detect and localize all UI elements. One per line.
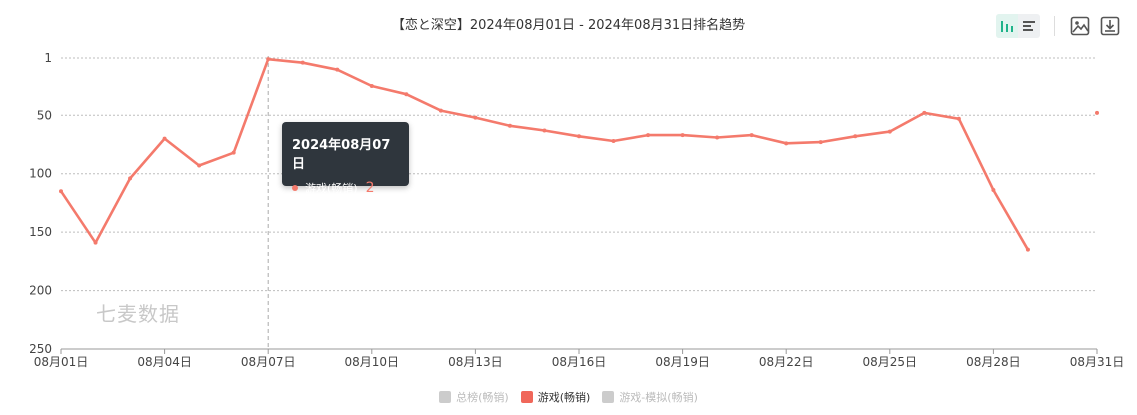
data-point xyxy=(715,135,720,140)
y-tick-label: 250 xyxy=(29,342,52,356)
legend-item[interactable]: 游戏-模拟(畅销) xyxy=(602,389,698,405)
data-point xyxy=(128,176,133,181)
data-point xyxy=(542,128,547,133)
y-tick-label: 1 xyxy=(44,51,52,65)
x-tick-label: 08月16日 xyxy=(552,355,607,369)
data-point xyxy=(404,92,409,97)
legend-label: 游戏(畅销) xyxy=(537,391,591,404)
data-point xyxy=(577,134,581,139)
chart-tooltip: 2024年08月07日 游戏(畅销) 2 xyxy=(282,122,409,196)
x-tick-label: 08月19日 xyxy=(655,355,710,369)
data-point xyxy=(335,67,340,72)
data-point xyxy=(956,116,961,121)
data-point xyxy=(991,188,996,193)
data-point xyxy=(197,163,202,168)
data-point xyxy=(1095,110,1099,115)
data-point xyxy=(507,123,512,128)
legend-swatch xyxy=(602,391,615,403)
data-point xyxy=(162,136,167,141)
data-point xyxy=(300,60,305,65)
data-point xyxy=(266,57,271,62)
series-line xyxy=(61,59,1097,250)
chart-toolbar xyxy=(996,14,1121,38)
data-point xyxy=(59,189,63,194)
tooltip-date: 2024年08月07日 xyxy=(292,138,391,172)
chart-type-toggle xyxy=(996,14,1040,38)
legend-item[interactable]: 总榜(畅销) xyxy=(439,389,509,405)
y-tick-label: 200 xyxy=(29,284,52,298)
toolbar-divider xyxy=(1054,16,1055,36)
legend-label: 总榜(畅销) xyxy=(456,391,509,404)
data-point xyxy=(818,140,823,145)
y-tick-label: 50 xyxy=(37,108,52,122)
x-tick-label: 08月10日 xyxy=(345,355,400,369)
data-point xyxy=(93,240,98,245)
data-point xyxy=(369,84,374,89)
x-tick-label: 08月04日 xyxy=(137,355,192,369)
x-tick-label: 08月01日 xyxy=(34,355,89,369)
x-tick-label: 08月31日 xyxy=(1070,355,1125,369)
tooltip-series-name: 游戏(畅销) xyxy=(305,182,358,195)
x-tick-label: 08月07日 xyxy=(241,355,296,369)
save-image-icon[interactable] xyxy=(1069,15,1091,37)
data-point xyxy=(853,134,858,139)
data-point xyxy=(438,108,443,113)
tooltip-value: 2 xyxy=(365,180,375,196)
watermark: 七麦数据 xyxy=(96,302,180,326)
x-tick-label: 08月13日 xyxy=(448,355,503,369)
download-icon[interactable] xyxy=(1099,15,1121,37)
chart-legend: 总榜(畅销) 游戏(畅销) 游戏-模拟(畅销) xyxy=(0,389,1137,405)
data-point xyxy=(611,138,616,143)
x-tick-label: 08月28日 xyxy=(966,355,1021,369)
y-tick-label: 150 xyxy=(29,225,52,239)
x-tick-label: 08月25日 xyxy=(863,355,918,369)
chart-title: 【恋と深空】2024年08月01日 - 2024年08月31日排名趋势 xyxy=(391,18,746,33)
data-point xyxy=(749,133,754,138)
data-point xyxy=(646,133,651,138)
data-point xyxy=(1025,247,1030,252)
data-point xyxy=(887,129,892,134)
legend-label: 游戏-模拟(畅销) xyxy=(619,391,698,404)
x-tick-label: 08月22日 xyxy=(759,355,814,369)
y-tick-label: 100 xyxy=(29,167,52,181)
tooltip-series-dot xyxy=(292,185,298,191)
bar-chart-icon[interactable] xyxy=(996,14,1018,38)
legend-swatch xyxy=(439,391,452,403)
legend-swatch xyxy=(520,391,533,403)
data-point xyxy=(680,133,685,138)
data-point xyxy=(922,110,927,115)
list-icon[interactable] xyxy=(1018,14,1040,38)
legend-item[interactable]: 游戏(畅销) xyxy=(520,389,591,405)
data-point xyxy=(473,115,478,120)
data-point xyxy=(231,150,236,155)
data-point xyxy=(784,141,789,146)
